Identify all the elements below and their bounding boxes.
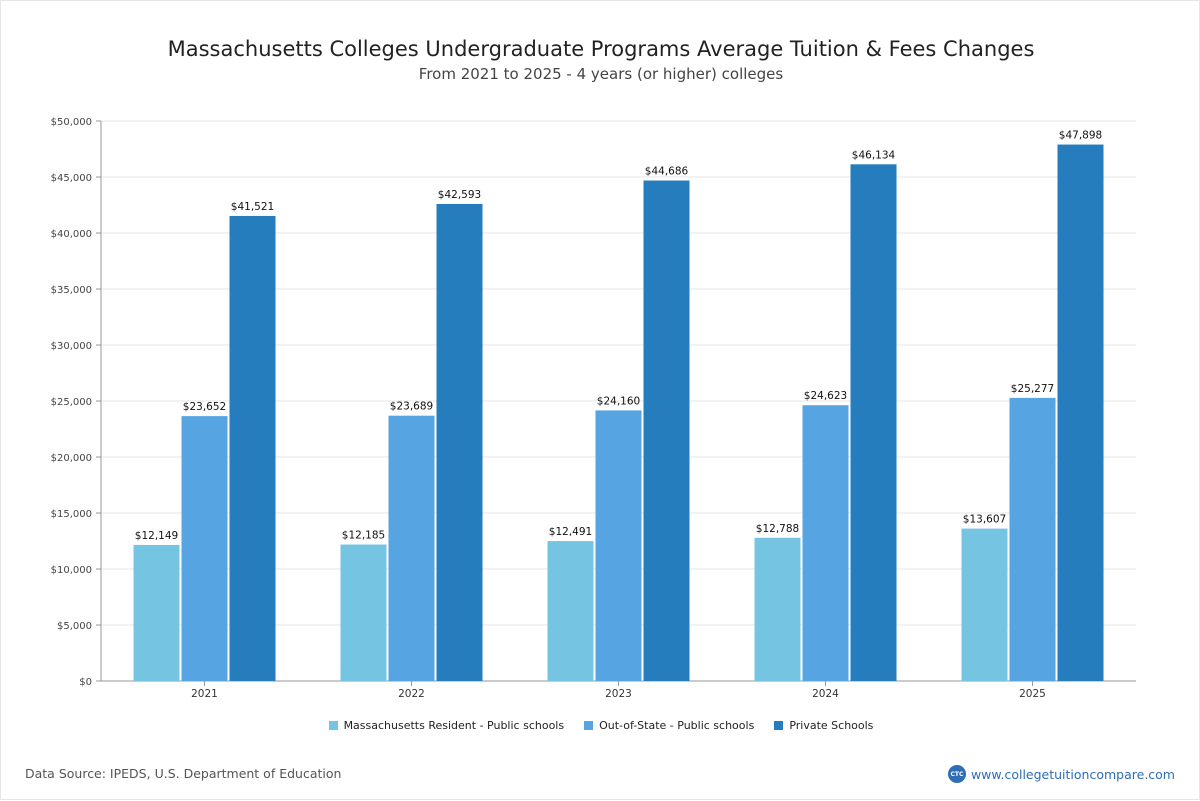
bar (850, 164, 897, 681)
bar-data-label: $12,491 (549, 526, 592, 538)
legend-label-private: Private Schools (789, 719, 874, 732)
bar-data-label: $23,652 (183, 401, 226, 413)
x-tick-label: 2022 (398, 688, 425, 700)
bar-data-label: $12,185 (342, 530, 385, 542)
legend-swatch-out-of-state (584, 721, 594, 730)
bar (754, 537, 801, 681)
y-tick-label: $35,000 (51, 285, 92, 296)
bar-data-label: $41,521 (231, 201, 274, 213)
bar-data-label: $42,593 (438, 189, 481, 201)
website-link[interactable]: CTC www.collegetuitioncompare.com (947, 765, 1175, 783)
bar (595, 410, 642, 681)
y-tick-label: $15,000 (51, 509, 92, 520)
y-tick-label: $0 (79, 677, 92, 688)
legend-item-private[interactable]: Private Schools (774, 719, 873, 732)
bar (181, 416, 228, 681)
bar (340, 544, 387, 681)
bar-data-label: $12,149 (135, 530, 178, 542)
bar-data-label: $25,277 (1011, 383, 1054, 395)
bar (1057, 144, 1104, 681)
y-tick-label: $30,000 (51, 341, 92, 352)
x-tick-label: 2025 (1019, 688, 1046, 700)
y-tick-label: $20,000 (51, 453, 92, 464)
legend-item-out-of-state[interactable]: Out-of-State - Public schools (584, 719, 754, 732)
website-url: www.collegetuitioncompare.com (970, 766, 1175, 782)
x-tick-label: 2021 (191, 688, 218, 700)
bar-data-label: $47,898 (1059, 130, 1102, 142)
legend-item-resident[interactable]: Massachusetts Resident - Public schools (328, 719, 565, 732)
bar-data-label: $24,160 (597, 395, 640, 407)
legend-swatch-private (774, 721, 784, 730)
bar-data-label: $44,686 (645, 166, 689, 178)
x-tick-label: 2024 (812, 688, 839, 700)
bar (133, 544, 180, 681)
ctc-logo-icon: CTC (947, 765, 966, 783)
y-tick-label: $25,000 (51, 397, 92, 408)
legend-swatch-resident (328, 721, 338, 730)
y-tick-label: $45,000 (51, 173, 92, 184)
bar (229, 215, 276, 682)
y-tick-label: $10,000 (51, 565, 92, 576)
bar-data-label: $46,134 (852, 149, 896, 161)
chart-title: Massachusetts Colleges Undergraduate Pro… (167, 37, 1035, 61)
chart-subtitle: From 2021 to 2025 - 4 years (or higher) … (418, 65, 784, 83)
legend-label-resident: Massachusetts Resident - Public schools (343, 719, 565, 732)
chart-legend: Massachusetts Resident - Public schools … (1, 719, 1200, 732)
bar (547, 541, 594, 681)
x-tick-label: 2023 (605, 688, 632, 700)
y-tick-label: $50,000 (51, 117, 92, 128)
bar (643, 180, 690, 682)
y-tick-label: $40,000 (51, 229, 92, 240)
bar (802, 405, 849, 681)
legend-label-out-of-state: Out-of-State - Public schools (599, 719, 755, 732)
y-tick-label: $5,000 (57, 621, 92, 632)
bar-data-label: $24,623 (804, 390, 847, 402)
bar (1009, 397, 1056, 681)
bar-data-label: $12,788 (756, 523, 799, 535)
bar-data-label: $13,607 (963, 514, 1006, 526)
bar (388, 415, 435, 681)
data-source-note: Data Source: IPEDS, U.S. Department of E… (25, 766, 342, 781)
bar (436, 203, 483, 681)
bar (961, 528, 1008, 681)
bar-data-label: $23,689 (390, 401, 433, 413)
